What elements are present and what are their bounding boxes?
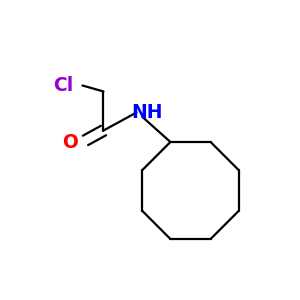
Text: O: O — [63, 133, 78, 152]
Text: NH: NH — [131, 103, 163, 122]
Text: Cl: Cl — [53, 76, 73, 95]
